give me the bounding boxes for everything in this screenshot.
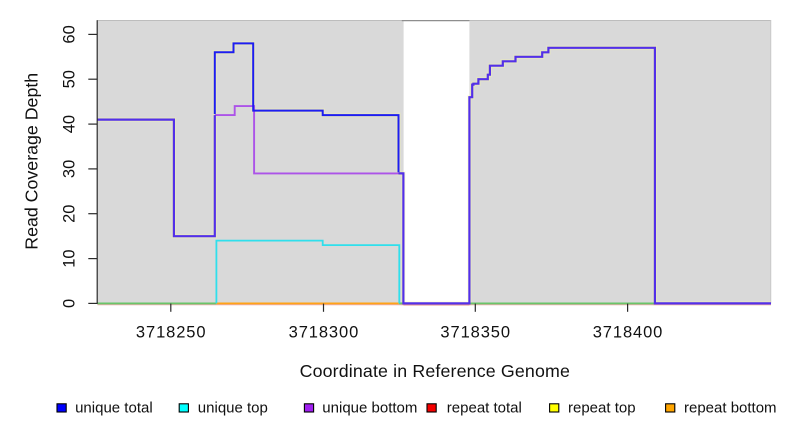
svg-text:repeat bottom: repeat bottom [684,399,777,416]
svg-text:3718250: 3718250 [136,324,207,342]
svg-text:3718400: 3718400 [593,324,664,342]
svg-text:40: 40 [61,115,79,133]
svg-text:20: 20 [61,205,79,223]
svg-text:3718300: 3718300 [289,324,360,342]
svg-text:Coordinate in Reference Genome: Coordinate in Reference Genome [300,361,570,381]
svg-text:repeat total: repeat total [447,399,522,416]
svg-text:10: 10 [61,249,79,267]
svg-text:Read Coverage Depth: Read Coverage Depth [22,73,42,250]
svg-text:30: 30 [61,160,79,178]
svg-text:3718350: 3718350 [440,324,511,342]
svg-text:repeat top: repeat top [568,399,636,416]
svg-text:0: 0 [61,299,79,308]
svg-text:unique total: unique total [75,399,153,416]
svg-text:unique bottom: unique bottom [322,399,417,416]
svg-text:50: 50 [61,70,79,88]
svg-text:60: 60 [61,25,79,43]
svg-text:unique top: unique top [198,399,268,416]
